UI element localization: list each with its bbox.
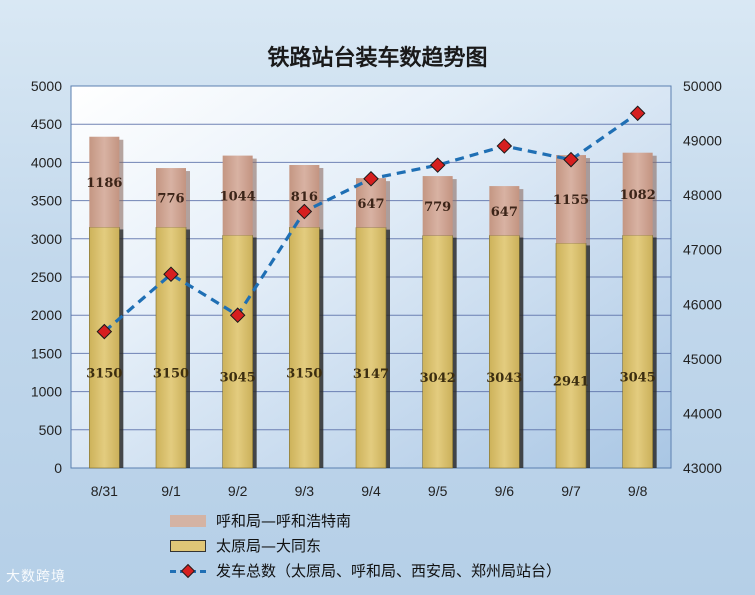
x-axis-tick-label: 9/4 xyxy=(361,483,381,499)
data-label-huhe: 1044 xyxy=(220,189,256,204)
data-label-taiyuan: 3147 xyxy=(353,367,389,382)
x-axis-tick-label: 9/5 xyxy=(428,483,448,499)
x-axis-tick-label: 8/31 xyxy=(91,483,118,499)
bar-huhe xyxy=(89,136,120,228)
data-label-huhe: 816 xyxy=(291,190,318,205)
data-label-taiyuan: 3150 xyxy=(153,367,189,382)
left-axis-tick-label: 0 xyxy=(54,460,62,476)
right-axis-tick-label: 45000 xyxy=(683,351,722,367)
data-label-taiyuan: 3042 xyxy=(420,371,456,386)
total-point xyxy=(163,266,179,283)
left-axis-tick-label: 3000 xyxy=(31,231,62,247)
legend-swatch-huhe xyxy=(170,514,206,527)
left-axis-tick-label: 1000 xyxy=(31,384,62,400)
total-point xyxy=(296,203,313,220)
bar-taiyuan xyxy=(222,235,253,469)
x-axis-tick-label: 9/7 xyxy=(561,483,581,499)
bar-taiyuan xyxy=(355,227,387,469)
data-label-taiyuan: 3150 xyxy=(286,367,322,382)
legend-swatch-taiyuan xyxy=(170,539,206,552)
left-axis-tick-label: 500 xyxy=(39,422,63,438)
bar-taiyuan xyxy=(622,235,653,469)
bar-huhe xyxy=(489,186,520,236)
left-axis-tick-label: 3500 xyxy=(31,193,62,209)
total-point xyxy=(496,138,513,154)
right-axis-tick-label: 46000 xyxy=(683,296,722,312)
data-label-taiyuan: 3045 xyxy=(220,371,256,386)
data-label-huhe: 1155 xyxy=(553,193,589,208)
left-axis-tick-label: 4000 xyxy=(31,154,62,170)
left-axis-tick-label: 1500 xyxy=(31,345,62,361)
legend-label-total: 发车总数（太原局、呼和局、西安局、郑州局站台） xyxy=(216,562,562,580)
watermark: 大数跨境 xyxy=(6,569,66,585)
bar-huhe xyxy=(222,155,253,236)
left-axis-tick-label: 4500 xyxy=(31,116,62,132)
left-axis-tick-label: 5000 xyxy=(31,78,62,94)
legend-item-total: 发车总数（太原局、呼和局、西安局、郑州局站台） xyxy=(170,558,561,583)
left-axis-tick-label: 2500 xyxy=(31,269,62,285)
right-axis-tick-label: 50000 xyxy=(683,78,722,94)
total-point xyxy=(429,157,446,173)
right-axis-tick-label: 44000 xyxy=(683,405,722,421)
x-axis-tick-label: 9/1 xyxy=(161,483,181,499)
right-axis-tick-label: 47000 xyxy=(683,242,722,258)
bar-taiyuan xyxy=(89,227,120,469)
legend-label-huhe: 呼和局—呼和浩特南 xyxy=(216,512,352,530)
x-axis-tick-label: 9/3 xyxy=(295,483,315,499)
data-label-huhe: 647 xyxy=(491,205,518,220)
legend-label-taiyuan: 太原局—大同东 xyxy=(216,537,322,555)
total-point xyxy=(629,105,646,122)
total-point xyxy=(96,323,113,340)
right-axis-tick-label: 49000 xyxy=(683,133,722,149)
bar-taiyuan xyxy=(155,227,187,469)
x-axis-tick-label: 9/8 xyxy=(628,483,648,499)
data-label-huhe: 1186 xyxy=(86,176,122,191)
bar-huhe xyxy=(556,155,586,244)
legend-item-taiyuan: 太原局—大同东 xyxy=(170,533,561,558)
bar-taiyuan xyxy=(422,235,453,469)
right-axis-tick-label: 48000 xyxy=(683,187,722,203)
bar-taiyuan xyxy=(289,227,320,469)
bar-huhe xyxy=(622,152,653,236)
total-point xyxy=(363,170,379,187)
legend: 呼和局—呼和浩特南 太原局—大同东 发车总数（太原局、呼和局、西安局、郑州局站台… xyxy=(170,508,561,583)
legend-item-huhe: 呼和局—呼和浩特南 xyxy=(170,508,561,533)
chart-title: 铁路站台装车数趋势图 xyxy=(267,46,488,71)
x-axis-tick-label: 9/2 xyxy=(228,483,248,499)
data-label-taiyuan: 3043 xyxy=(486,371,522,386)
data-label-huhe: 647 xyxy=(357,197,384,212)
legend-swatch-total xyxy=(170,563,206,578)
right-axis-tick-label: 43000 xyxy=(683,460,722,476)
data-label-taiyuan: 2941 xyxy=(553,375,589,390)
bar-taiyuan xyxy=(489,235,520,469)
bar-huhe xyxy=(422,176,453,236)
data-label-huhe: 779 xyxy=(424,200,451,215)
left-axis-tick-label: 2000 xyxy=(31,307,62,323)
data-label-taiyuan: 3045 xyxy=(620,371,656,386)
x-axis-tick-label: 9/6 xyxy=(495,483,515,499)
data-label-taiyuan: 3150 xyxy=(86,367,122,382)
bar-taiyuan xyxy=(555,243,587,469)
data-label-huhe: 776 xyxy=(157,192,184,207)
bar-huhe xyxy=(156,168,186,228)
total-point xyxy=(563,151,579,168)
total-point xyxy=(229,307,246,323)
data-label-huhe: 1082 xyxy=(620,188,656,203)
